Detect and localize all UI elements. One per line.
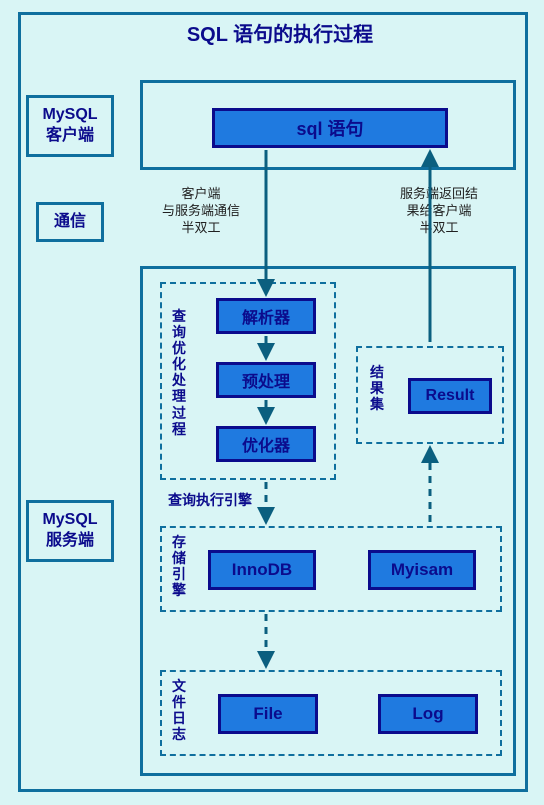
myisam-node: Myisam bbox=[368, 550, 476, 590]
preprocessor-node: 预处理 bbox=[216, 362, 316, 398]
server-box-line1: MySQL bbox=[42, 511, 97, 528]
query-opt-label: 查询优化处理过程 bbox=[172, 308, 186, 437]
comm-box: 通信 bbox=[36, 202, 104, 242]
client-comm-annotation: 客户端 与服务端通信 半双工 bbox=[162, 186, 240, 237]
server-box-line2: 服务端 bbox=[46, 532, 94, 549]
diagram-canvas: SQL 语句的执行过程 MySQL 客户端 通信 MySQL 服务端 sql 语… bbox=[0, 0, 544, 805]
optimizer-node: 优化器 bbox=[216, 426, 316, 462]
diagram-title: SQL 语句的执行过程 bbox=[130, 18, 430, 47]
log-node: Log bbox=[378, 694, 478, 734]
client-box-line2: 客户端 bbox=[46, 127, 94, 144]
comm-box-label: 通信 bbox=[54, 212, 86, 233]
client-box-line1: MySQL bbox=[42, 106, 97, 123]
file-node: File bbox=[218, 694, 318, 734]
result-node: Result bbox=[408, 378, 492, 414]
exec-engine-label: 查询执行引擎 bbox=[168, 490, 252, 510]
sql-statement-node: sql 语句 bbox=[212, 108, 448, 148]
server-return-annotation: 服务端返回结 果给客户端 半双工 bbox=[400, 186, 478, 237]
files-label: 文件日志 bbox=[172, 678, 186, 742]
result-set-label: 结果集 bbox=[370, 364, 384, 412]
server-box: MySQL 服务端 bbox=[26, 500, 114, 562]
storage-engine-label: 存储引擎 bbox=[172, 534, 186, 598]
client-box: MySQL 客户端 bbox=[26, 95, 114, 157]
parser-node: 解析器 bbox=[216, 298, 316, 334]
innodb-node: InnoDB bbox=[208, 550, 316, 590]
